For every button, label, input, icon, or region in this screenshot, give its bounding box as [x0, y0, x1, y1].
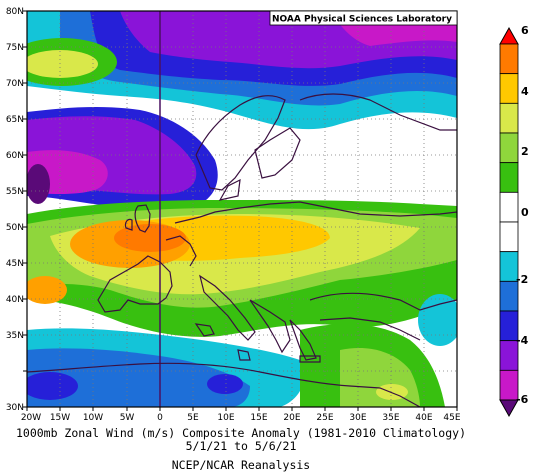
lon-label: 20E [283, 413, 300, 423]
colorbar-label: 6 [521, 24, 529, 37]
colorbar-label: -6 [516, 393, 529, 406]
longitude-labels: 20W 15W 10W 5W 0 5E 10E 15E 20E 25E 30E … [21, 413, 461, 423]
colorbar-segment [499, 102, 519, 134]
axis-ticks [23, 10, 458, 411]
colorbar-bottom-arrow [499, 399, 519, 418]
colorbar-segment [499, 191, 519, 223]
caption-source: NCEP/NCAR Reanalysis [172, 458, 310, 472]
lon-label: 25E [316, 413, 333, 423]
lat-label: 75N [6, 43, 24, 53]
lat-label: 45N [6, 259, 24, 269]
lon-label: 5W [120, 413, 135, 423]
lat-label: 50N [6, 223, 24, 233]
colorbar-segment [499, 162, 519, 193]
lon-label: 15E [250, 413, 267, 423]
lat-label: 40N [6, 295, 24, 305]
colorbar-label: -2 [516, 273, 528, 286]
lon-label: 0 [157, 413, 163, 423]
caption-title: 1000mb Zonal Wind (m/s) Composite Anomal… [16, 426, 466, 440]
colorbar-label: 2 [521, 145, 529, 158]
lon-label: 30E [349, 413, 366, 423]
lat-label: 65N [6, 115, 24, 125]
colorbar-top-arrow [499, 26, 519, 45]
colorbar [499, 26, 519, 418]
colorbar-segment [499, 132, 519, 164]
lon-label: 10W [83, 413, 103, 423]
colorbar-segment [499, 73, 519, 104]
lon-label: 35E [382, 413, 399, 423]
lat-label: 60N [6, 151, 24, 161]
colorbar-label: 0 [521, 206, 529, 219]
colorbar-label: -4 [516, 334, 529, 347]
credit-box [269, 10, 458, 26]
lon-label: 45E [443, 413, 460, 423]
lon-label: 20W [21, 413, 41, 423]
coastlines-borders [27, 93, 457, 407]
lon-label: 5E [187, 413, 199, 423]
lat-label: 55N [6, 187, 24, 197]
map-frame [26, 10, 458, 408]
lat-label: 35N [6, 331, 24, 341]
lat-label: 70N [6, 79, 24, 89]
lat-label: 30N [6, 403, 24, 413]
caption-dates: 5/1/21 to 5/6/21 [186, 439, 297, 453]
colorbar-segment [499, 221, 519, 253]
lon-label: 15W [50, 413, 70, 423]
colorbar-labels: 6 4 2 0 -2 -4 -6 [516, 24, 529, 406]
lon-label: 40E [415, 413, 432, 423]
lat-label: 80N [6, 7, 24, 17]
credit-text: NOAA Physical Sciences Laboratory [272, 15, 452, 25]
lon-label: 10E [217, 413, 234, 423]
colorbar-segment [499, 43, 519, 75]
latitude-labels: 80N 75N 70N 65N 60N 55N 50N 45N 40N 35N … [6, 7, 24, 413]
colorbar-label: 4 [521, 85, 529, 98]
